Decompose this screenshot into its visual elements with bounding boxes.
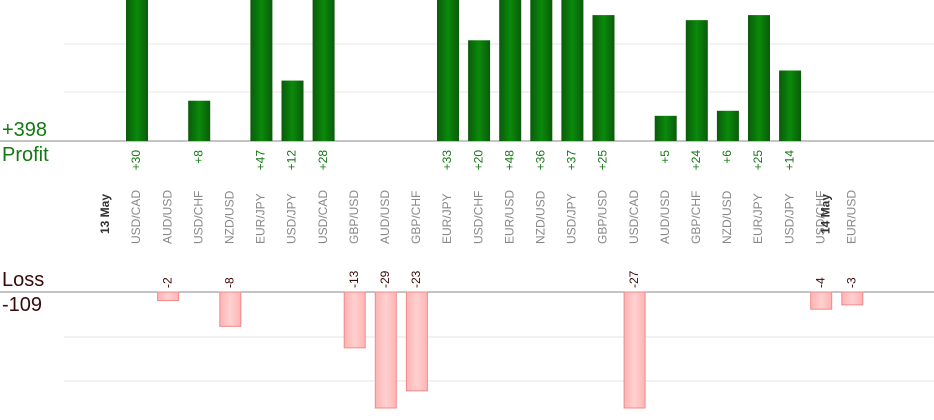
loss-data-label: -4 — [813, 277, 827, 288]
profit-label: Profit — [2, 144, 49, 166]
category-label: USD/CAD — [316, 190, 330, 244]
profit-bar — [685, 20, 708, 142]
profit-bar — [654, 115, 677, 141]
category-label: EUR/JPY — [751, 193, 765, 244]
category-label: GBP/USD — [347, 190, 361, 244]
date-label: 14 May — [818, 194, 832, 234]
category-label: GBP/CHF — [409, 191, 423, 244]
profit-bar — [716, 110, 739, 141]
category-label: USD/JPY — [285, 193, 299, 244]
profit-data-label: +25 — [751, 150, 765, 171]
category-label: NZD/USD — [533, 190, 547, 244]
category-label: USD/CAD — [129, 190, 143, 244]
category-label: USD/JPY — [565, 193, 579, 244]
profit-bar — [499, 0, 522, 141]
loss-label: Loss — [2, 269, 45, 291]
category-label: USD/JPY — [782, 193, 796, 244]
loss-bar — [157, 291, 180, 302]
profit-bar — [126, 0, 148, 141]
loss-bar — [374, 291, 397, 409]
profit-bar — [592, 15, 615, 142]
category-label: NZD/USD — [222, 190, 236, 244]
profit-data-label: +30 — [129, 150, 143, 171]
loss-total: -109 — [2, 294, 43, 316]
profit-bar — [312, 0, 335, 141]
loss-bar — [219, 291, 242, 327]
loss-bar — [343, 291, 366, 349]
gridlines — [0, 43, 934, 382]
profit-data-label: +8 — [191, 150, 205, 164]
profit-data-label: +12 — [285, 150, 299, 171]
profit-data-label: +47 — [254, 150, 268, 171]
loss-data-label: -8 — [222, 277, 236, 288]
category-label: GBP/USD — [596, 190, 610, 244]
loss-data-label: -3 — [844, 277, 858, 288]
profit-data-label: +28 — [316, 150, 330, 171]
category-label: EUR/USD — [502, 190, 516, 244]
profit-data-label: +24 — [689, 150, 703, 171]
loss-bar — [623, 291, 646, 409]
category-labels: USD/CAD AUD/USD USD/CHF NZD/USD EUR/JPY USD/J… — [98, 190, 858, 244]
bars — [126, 0, 864, 409]
date-label: 13 May — [98, 194, 112, 234]
loss-data-label: -29 — [378, 270, 392, 288]
profit-data-label: +25 — [596, 150, 610, 171]
profit-total: +398 — [2, 119, 48, 141]
profit-bar — [437, 0, 459, 141]
profit-data-label: +6 — [720, 150, 734, 164]
category-label: AUD/USD — [160, 190, 174, 244]
profit-bar — [779, 70, 802, 141]
loss-bar — [841, 291, 864, 306]
category-label: USD/CHF — [813, 191, 827, 244]
loss-bar — [405, 291, 428, 392]
profit-data-label: +48 — [502, 150, 516, 171]
profit-bar — [561, 0, 584, 141]
profit-bar — [748, 15, 770, 142]
category-label: EUR/USD — [844, 190, 858, 244]
loss-data-label: -23 — [409, 270, 423, 288]
profit-data-label: +5 — [658, 150, 672, 164]
profit-bar — [281, 80, 304, 141]
category-label: USD/CAD — [627, 190, 641, 244]
category-label: EUR/JPY — [440, 193, 454, 244]
profit-bar — [188, 100, 211, 141]
loss-bar — [810, 291, 833, 310]
category-label: USD/CHF — [191, 191, 205, 244]
profit-data-label: +33 — [440, 150, 454, 171]
loss-data-label: -2 — [160, 277, 174, 288]
profit-data-label: +14 — [782, 150, 796, 171]
category-label: AUD/USD — [378, 190, 392, 244]
profit-bar — [530, 0, 553, 141]
profit-bar — [250, 0, 273, 141]
category-label: NZD/USD — [720, 190, 734, 244]
category-label: AUD/USD — [658, 190, 672, 244]
profit-bar — [468, 40, 491, 141]
loss-data-label: -13 — [347, 270, 361, 288]
loss-data-label: -27 — [627, 270, 641, 288]
profit-data-label: +37 — [565, 150, 579, 171]
category-label: USD/CHF — [471, 191, 485, 244]
category-label: EUR/JPY — [254, 193, 268, 244]
profit-data-label: +36 — [533, 150, 547, 171]
profit-data-label: +20 — [471, 150, 485, 171]
data-labels: +30 -2 +8 -8 +47 +12 +28 -13 -29 -23 +33 +20 +48 +36 +… — [129, 150, 858, 288]
category-label: GBP/CHF — [689, 191, 703, 244]
